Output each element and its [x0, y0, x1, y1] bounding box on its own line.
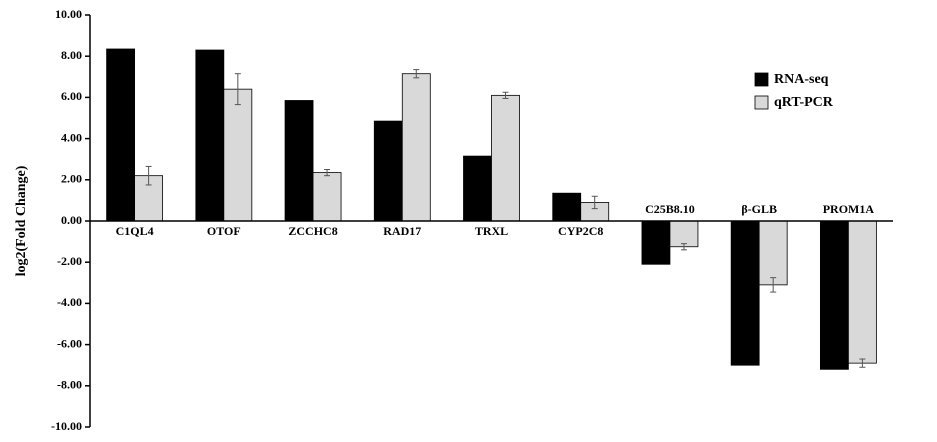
bar — [758, 220, 788, 286]
bar — [641, 220, 671, 265]
error-bar — [680, 243, 687, 251]
error-bar — [770, 277, 777, 293]
bar — [106, 48, 136, 222]
error-bar — [234, 73, 241, 106]
legend-label: qRT-PCR — [774, 95, 834, 110]
bar — [373, 120, 403, 222]
bar — [223, 88, 253, 222]
bar — [401, 73, 431, 222]
bar — [730, 220, 760, 366]
legend-swatch — [754, 72, 769, 87]
x-tick-label: C1QL4 — [116, 224, 154, 238]
bar — [312, 172, 342, 222]
error-bar — [502, 91, 509, 99]
y-tick-label: 4.00 — [61, 130, 82, 144]
y-tick-label: 8.00 — [61, 48, 82, 62]
bar — [669, 220, 699, 248]
x-tick-label: ZCCHC8 — [288, 224, 337, 238]
y-tick-label: -10.00 — [51, 419, 82, 433]
x-tick-label: CYP2C8 — [558, 224, 603, 238]
bar — [284, 100, 314, 222]
x-tick-label: RAD17 — [383, 224, 421, 238]
error-bar — [413, 69, 420, 79]
y-tick-label: -4.00 — [57, 295, 82, 309]
y-tick-label: 0.00 — [61, 213, 82, 227]
x-tick-label: OTOF — [207, 224, 241, 238]
y-tick-label: 6.00 — [61, 89, 82, 103]
error-bar — [591, 195, 598, 210]
error-bar — [859, 358, 866, 368]
y-axis-label: log2(Fold Change) — [14, 165, 29, 276]
x-tick-label: PROM1A — [823, 202, 875, 216]
bar — [552, 192, 582, 222]
y-tick-label: 10.00 — [55, 7, 82, 21]
legend-swatch — [754, 95, 769, 110]
legend-label: RNA-seq — [774, 72, 829, 87]
x-tick-label: β-GLB — [741, 202, 777, 216]
error-bar — [145, 165, 152, 186]
y-tick-label: -2.00 — [57, 254, 82, 268]
bar — [847, 220, 877, 364]
bar — [819, 220, 849, 370]
y-tick-label: -8.00 — [57, 378, 82, 392]
x-tick-label: TRXL — [475, 224, 508, 238]
y-tick-label: 2.00 — [61, 172, 82, 186]
bar — [491, 94, 520, 222]
bar — [463, 155, 492, 222]
x-tick-label: C25B8.10 — [645, 202, 695, 216]
error-bar — [324, 169, 331, 177]
bar — [195, 49, 225, 222]
y-tick-label: -6.00 — [57, 336, 82, 350]
